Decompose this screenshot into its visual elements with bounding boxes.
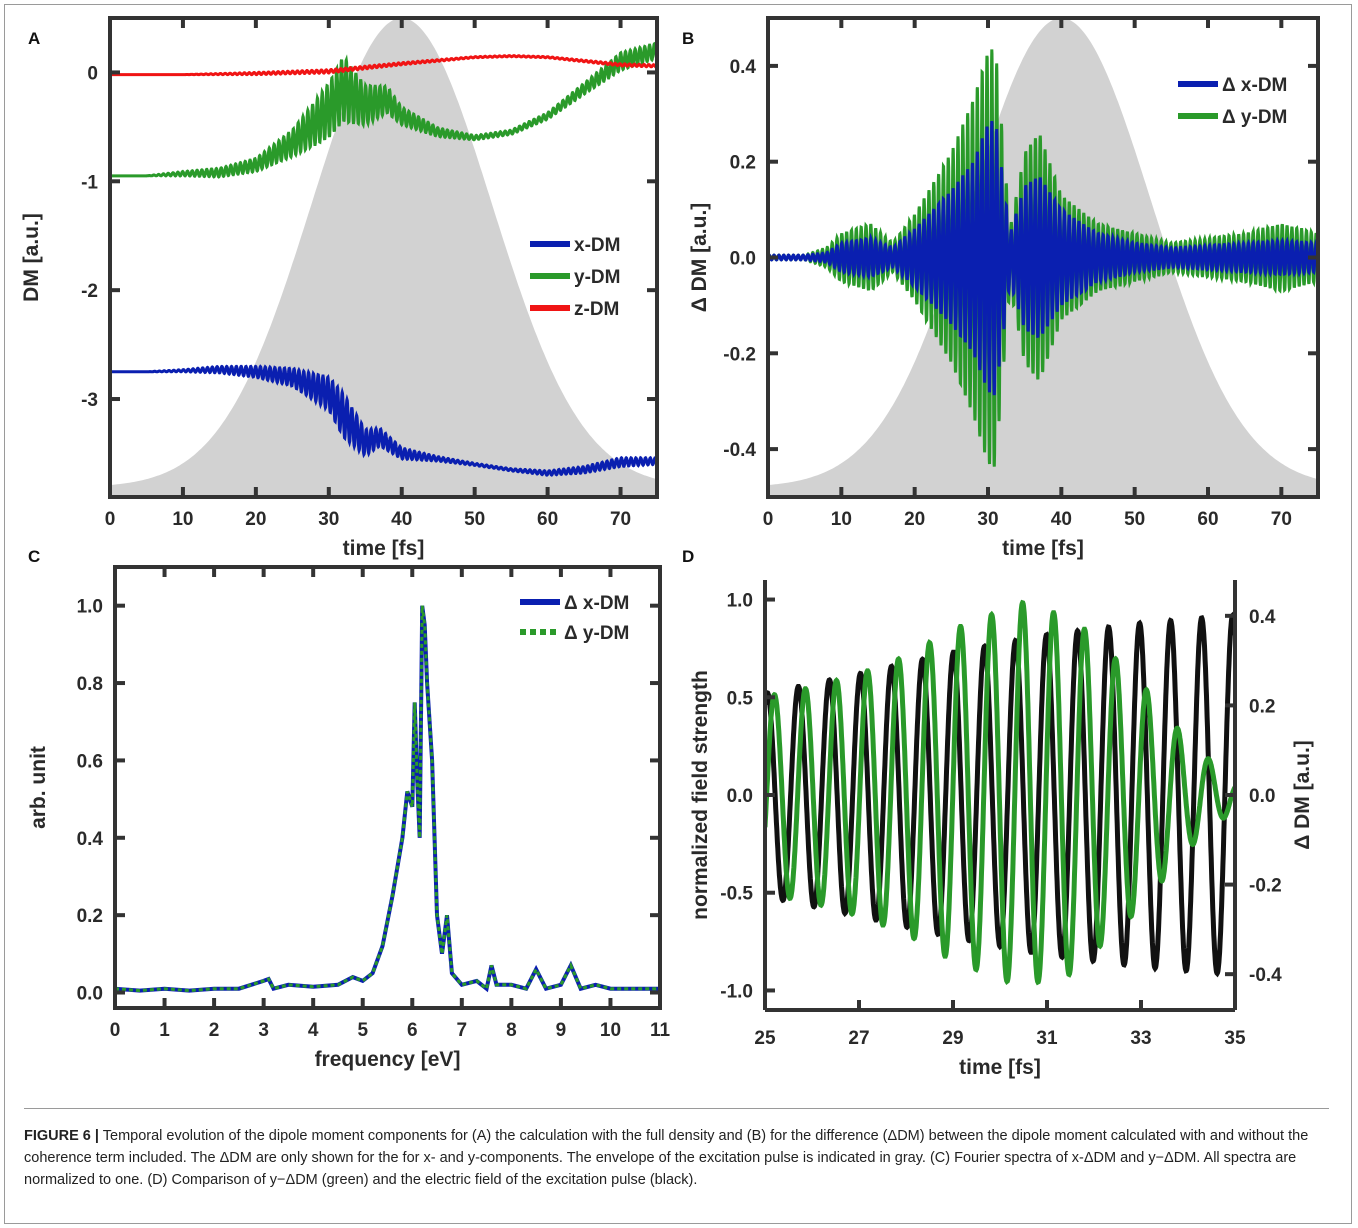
chart-panel-c: 0 1 2 3 4 5 6 7 8 9 10 11 0.0 0.2 0.4 0.6 0.8 1.0 frequenc… <box>27 565 671 1071</box>
y-tick-label-right: 0.0 <box>1249 786 1275 807</box>
chart-panel-d: 25 27 29 31 33 35 1.0 0.5 0.0 -0.5 -1.0 0.4 0.2 0.0 -0… <box>689 580 1314 1079</box>
series-line-x-dm <box>110 364 659 477</box>
legend-delta-y-dm-label: Δ y-DM <box>564 623 629 644</box>
panel-letter-d: D <box>682 547 694 566</box>
x-tick-label: 5 <box>357 1020 368 1041</box>
legend-delta-x-dm-label: Δ x-DM <box>1222 75 1287 96</box>
y-axis-label: arb. unit <box>27 746 50 829</box>
y-axis-label: Δ DM [a.u.] <box>688 203 711 313</box>
y-tick-label: 1.0 <box>77 597 103 618</box>
y-tick-label: -0.2 <box>723 344 756 365</box>
x-tick-label: 1 <box>159 1020 170 1041</box>
x-tick-label: 10 <box>172 509 193 530</box>
legend-x-dm-label: x-DM <box>574 235 620 256</box>
y-tick-label: -1.0 <box>720 981 753 1002</box>
series-line-y-delta-dm <box>765 599 1235 986</box>
y-tick-label: 0.0 <box>730 249 756 270</box>
chart-panel-b: 0 10 20 30 40 50 60 70 0.4 0.2 0.0 -0.2 -0.4 time [fs… <box>688 16 1320 560</box>
x-tick-label: 3 <box>258 1020 269 1041</box>
y-tick-label: -0.4 <box>723 440 756 461</box>
x-tick-label: 20 <box>245 509 266 530</box>
y-axis-label: DM [a.u.] <box>20 213 43 302</box>
y-tick-label: 1.0 <box>727 591 753 612</box>
y-tick-label-right: 0.4 <box>1249 607 1276 628</box>
y-tick-label: 0.4 <box>730 57 757 78</box>
x-tick-label: 0 <box>110 1020 121 1041</box>
series-line-electric-field <box>765 611 1235 978</box>
x-tick-label: 70 <box>610 509 631 530</box>
x-tick-label: 31 <box>1036 1028 1058 1049</box>
x-tick-label: 9 <box>556 1020 567 1041</box>
legend-z-dm-label: z-DM <box>574 299 619 320</box>
x-tick-label: 27 <box>848 1028 869 1049</box>
series-line-z-dm <box>110 54 659 77</box>
x-axis-label: time [fs] <box>343 537 425 560</box>
series-line-delta-x-dm <box>766 120 1320 396</box>
panel-letter-b: B <box>682 29 694 48</box>
y-tick-label: -2 <box>81 281 98 302</box>
x-tick-label: 25 <box>754 1028 776 1049</box>
caption-label: FIGURE 6 | <box>24 1128 99 1144</box>
x-tick-label: 30 <box>977 509 998 530</box>
plot-frame <box>108 16 659 499</box>
x-tick-label: 7 <box>457 1020 468 1041</box>
x-tick-label: 2 <box>209 1020 220 1041</box>
y-tick-label: -3 <box>81 390 98 411</box>
figure-frame <box>4 4 1352 1224</box>
x-tick-label: 8 <box>506 1020 517 1041</box>
y-tick-label: 0.6 <box>77 751 103 772</box>
y-tick-label-right: 0.2 <box>1249 696 1275 717</box>
x-tick-label: 10 <box>831 509 852 530</box>
x-tick-label: 29 <box>942 1028 963 1049</box>
y-tick-label: 0.4 <box>77 829 104 850</box>
x-tick-label: 35 <box>1224 1028 1246 1049</box>
x-tick-label: 4 <box>308 1020 319 1041</box>
y-tick-label: 0 <box>87 63 98 84</box>
x-tick-label: 50 <box>464 509 485 530</box>
y-axis-label: normalized field strength <box>689 670 712 920</box>
x-tick-label: 40 <box>1051 509 1072 530</box>
x-tick-label: 60 <box>537 509 558 530</box>
series-line-delta-y-dm <box>114 605 660 993</box>
figure-caption: FIGURE 6 | Temporal evolution of the dip… <box>24 1108 1329 1191</box>
plot-frame <box>113 565 662 1010</box>
x-tick-label: 60 <box>1197 509 1218 530</box>
panel-letter-c: C <box>28 547 40 566</box>
y-tick-label: 0.0 <box>77 984 103 1005</box>
x-tick-label: 30 <box>318 509 339 530</box>
legend-y-dm-label: y-DM <box>574 267 620 288</box>
legend-delta-x-dm-label: Δ x-DM <box>564 593 629 614</box>
y-tick-label-right: -0.4 <box>1249 965 1282 986</box>
x-axis-label: frequency [eV] <box>315 1048 461 1071</box>
x-tick-label: 11 <box>650 1020 671 1041</box>
pulse-envelope <box>110 18 657 497</box>
x-tick-label: 0 <box>763 509 774 530</box>
y-tick-label: -0.5 <box>720 884 753 905</box>
panel-letter-a: A <box>28 29 40 48</box>
x-axis-label: time [fs] <box>1002 537 1084 560</box>
y-tick-label: 0.0 <box>727 786 753 807</box>
x-tick-label: 0 <box>105 509 116 530</box>
y-tick-label: -1 <box>81 172 98 193</box>
x-tick-label: 10 <box>600 1020 621 1041</box>
y-tick-label: 0.8 <box>77 674 103 695</box>
legend-delta-y-dm-label: Δ y-DM <box>1222 107 1287 128</box>
x-axis-label: time [fs] <box>959 1056 1041 1079</box>
y-tick-label-right: -0.2 <box>1249 876 1282 897</box>
x-tick-label: 33 <box>1130 1028 1151 1049</box>
y-tick-label: 0.2 <box>77 906 103 927</box>
chart-panel-a: 0 10 20 30 40 50 60 70 0 -1 -2 -3 time [fs] DM [a.u.]… <box>20 16 659 560</box>
caption-text: Temporal evolution of the dipole moment … <box>24 1128 1309 1188</box>
x-tick-label: 6 <box>407 1020 418 1041</box>
x-tick-label: 20 <box>904 509 925 530</box>
x-tick-label: 70 <box>1271 509 1292 530</box>
x-tick-label: 50 <box>1124 509 1145 530</box>
y-tick-label: 0.2 <box>730 153 756 174</box>
y-axis-label-right: Δ DM [a.u.] <box>1291 740 1314 850</box>
x-tick-label: 40 <box>391 509 412 530</box>
series-line-delta-x-dm <box>114 605 660 993</box>
series-line-y-dm <box>110 41 659 179</box>
y-tick-label: 0.5 <box>727 688 754 709</box>
